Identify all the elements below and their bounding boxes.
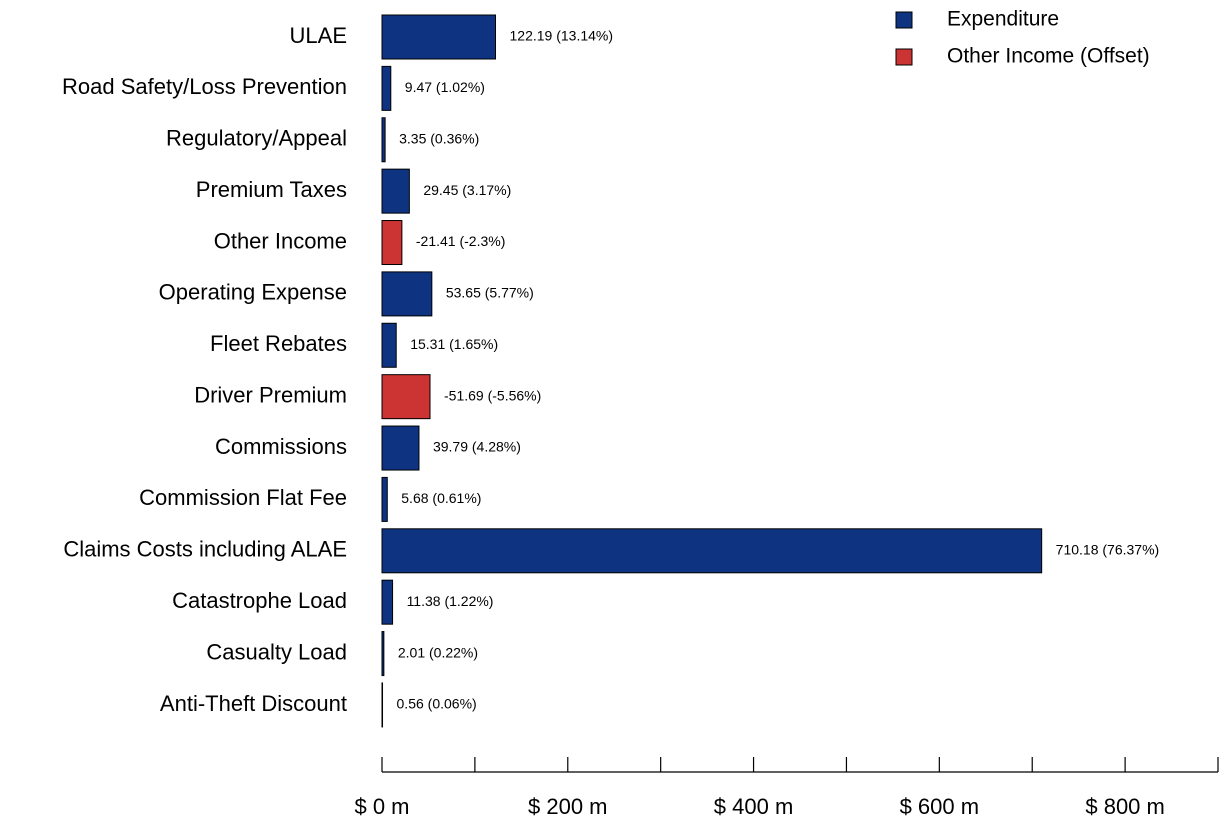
value-label: 53.65 (5.77%)	[446, 285, 534, 301]
category-label: Operating Expense	[159, 280, 347, 305]
legend-swatch	[895, 48, 913, 66]
bar	[381, 271, 433, 317]
legend-label: Other Income (Offset)	[947, 45, 1150, 68]
x-tick-label: $ 600 m	[900, 794, 980, 819]
value-label: -21.41 (-2.3%)	[416, 233, 505, 249]
x-tick-label: $ 0 m	[354, 794, 409, 819]
category-label: Catastrophe Load	[172, 588, 347, 613]
category-label: Claims Costs including ALAE	[63, 537, 347, 562]
value-label: 5.68 (0.61%)	[401, 490, 481, 506]
category-label: Road Safety/Loss Prevention	[62, 74, 347, 99]
value-label: 29.45 (3.17%)	[423, 182, 511, 198]
category-label: Commissions	[215, 434, 347, 459]
value-label: 3.35 (0.36%)	[399, 130, 479, 146]
bar	[381, 528, 1043, 574]
category-label: Driver Premium	[194, 382, 347, 407]
bar	[381, 682, 384, 728]
value-label: 2.01 (0.22%)	[398, 644, 478, 660]
category-label: Other Income	[214, 228, 347, 253]
legend-label: Expenditure	[947, 8, 1059, 31]
category-label: Fleet Rebates	[210, 331, 347, 356]
bar	[381, 117, 386, 163]
bar	[381, 168, 410, 214]
bar	[381, 220, 403, 266]
bar	[381, 579, 394, 625]
value-label: 39.79 (4.28%)	[433, 439, 521, 455]
value-label: 122.19 (13.14%)	[510, 28, 614, 44]
value-label: -51.69 (-5.56%)	[444, 387, 541, 403]
category-label: Regulatory/Appeal	[166, 126, 347, 151]
bar	[381, 631, 385, 677]
legend-swatch	[895, 11, 913, 29]
bar	[381, 14, 497, 60]
category-label: ULAE	[290, 23, 347, 48]
x-tick-label: $ 400 m	[714, 794, 794, 819]
value-label: 710.18 (76.37%)	[1056, 542, 1160, 558]
bar	[381, 425, 420, 471]
x-tick-label: $ 800 m	[1085, 794, 1165, 819]
value-label: 15.31 (1.65%)	[410, 336, 498, 352]
x-tick-label: $ 200 m	[528, 794, 608, 819]
category-label: Commission Flat Fee	[139, 485, 347, 510]
value-label: 9.47 (1.02%)	[405, 79, 485, 95]
category-label: Anti-Theft Discount	[160, 691, 347, 716]
category-label: Premium Taxes	[196, 177, 347, 202]
value-label: 0.56 (0.06%)	[397, 696, 477, 712]
bar	[381, 322, 397, 368]
bar	[381, 65, 392, 111]
value-label: 11.38 (1.22%)	[407, 593, 494, 609]
category-label: Casualty Load	[206, 639, 347, 664]
bar	[381, 476, 388, 522]
bar	[381, 374, 431, 420]
